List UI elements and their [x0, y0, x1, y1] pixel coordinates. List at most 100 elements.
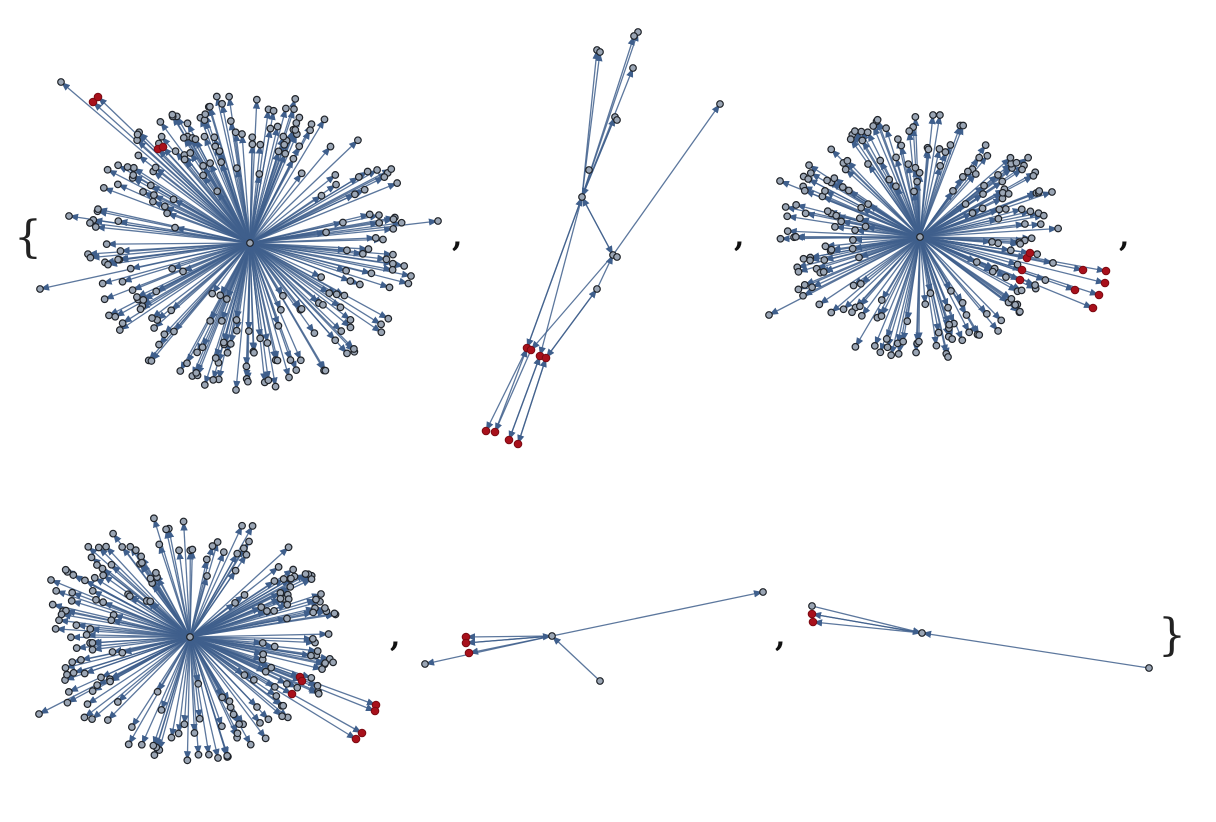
node	[270, 642, 279, 651]
node	[219, 338, 228, 347]
node	[338, 218, 347, 227]
edge	[162, 146, 251, 244]
edge	[55, 590, 191, 638]
node	[179, 133, 188, 142]
node	[887, 351, 896, 360]
node	[1029, 171, 1038, 180]
edge	[249, 242, 284, 297]
edge	[877, 119, 921, 238]
edge	[189, 593, 322, 638]
edge	[919, 114, 936, 238]
node	[978, 204, 987, 213]
node	[910, 187, 918, 196]
node	[238, 521, 246, 530]
highlight-node	[1088, 303, 1098, 313]
node	[1004, 189, 1013, 198]
edge	[249, 242, 297, 371]
node	[194, 750, 203, 759]
node	[941, 148, 950, 156]
node	[266, 124, 275, 133]
node	[971, 170, 980, 178]
node	[363, 167, 372, 176]
edge	[142, 191, 251, 244]
node	[794, 285, 803, 294]
edge	[885, 128, 921, 238]
edge	[189, 636, 283, 717]
node	[849, 236, 857, 244]
node	[805, 161, 813, 170]
node	[351, 190, 359, 199]
edge	[881, 236, 921, 301]
edge	[494, 349, 532, 433]
node	[808, 602, 816, 610]
node	[308, 634, 317, 643]
node	[848, 308, 856, 317]
separator: ,	[734, 219, 744, 254]
node	[226, 339, 235, 348]
node	[157, 706, 166, 714]
highlight-node	[1015, 275, 1025, 285]
node	[150, 751, 159, 759]
highlight-node	[297, 676, 307, 686]
node	[792, 201, 801, 209]
edge	[214, 242, 251, 359]
node	[242, 550, 251, 559]
node	[250, 348, 258, 357]
node	[208, 289, 217, 298]
node	[827, 145, 836, 154]
node	[291, 126, 300, 134]
node	[223, 348, 232, 357]
edge	[189, 525, 254, 638]
node	[201, 110, 210, 119]
node	[168, 264, 177, 273]
node	[1016, 240, 1025, 248]
node	[1006, 246, 1015, 255]
node	[375, 218, 384, 227]
edge	[919, 234, 1032, 242]
node	[815, 300, 824, 309]
node	[337, 327, 346, 335]
node	[118, 319, 127, 328]
edge	[919, 190, 1040, 238]
node	[151, 163, 160, 172]
edge	[234, 242, 251, 321]
node	[136, 305, 145, 314]
highlight-node	[287, 689, 297, 699]
node	[114, 161, 122, 170]
node	[235, 720, 244, 729]
node	[336, 303, 345, 312]
node	[331, 171, 340, 179]
edge	[194, 138, 251, 244]
edge	[879, 236, 921, 353]
node	[147, 357, 156, 365]
node	[849, 281, 858, 290]
edge	[895, 185, 921, 238]
node	[213, 187, 222, 196]
node	[155, 540, 164, 549]
edge	[55, 625, 191, 638]
node	[77, 655, 85, 664]
node	[759, 588, 767, 596]
edge	[189, 551, 225, 638]
edge	[188, 549, 196, 638]
node	[281, 149, 290, 158]
node	[162, 525, 171, 534]
node	[997, 316, 1006, 325]
edge	[249, 108, 288, 244]
edge	[120, 242, 251, 255]
node	[225, 92, 234, 101]
edge	[152, 170, 251, 244]
node	[204, 750, 213, 759]
node	[995, 205, 1004, 214]
edge	[919, 208, 1022, 238]
edge	[886, 236, 921, 348]
node	[279, 575, 288, 583]
edge	[169, 636, 191, 738]
edge	[189, 636, 228, 756]
edge	[551, 590, 764, 637]
node	[317, 273, 326, 282]
node	[380, 173, 389, 182]
node	[293, 683, 302, 692]
edge	[919, 236, 1012, 300]
node	[882, 335, 891, 343]
